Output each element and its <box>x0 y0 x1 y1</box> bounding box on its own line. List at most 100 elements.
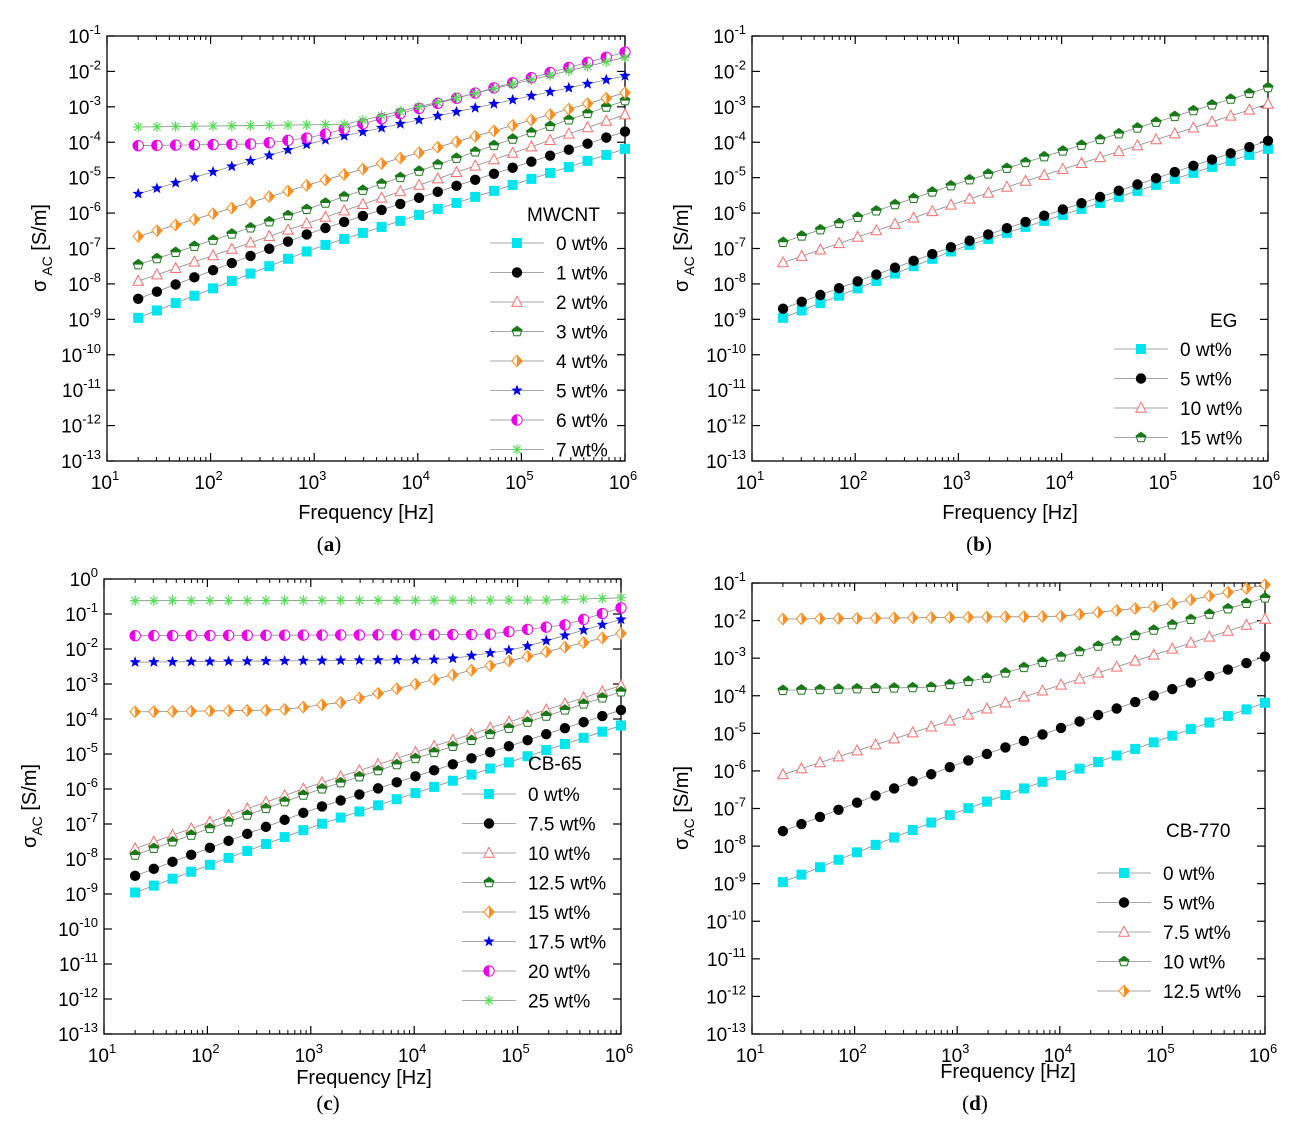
data-point <box>432 186 443 198</box>
data-point <box>297 654 310 666</box>
y-tick-label: 10-10 <box>706 341 746 367</box>
data-point <box>1167 730 1178 741</box>
panel-c: 101 102 103 104 105 10610-1310-1210-1110-1010… <box>19 565 633 1115</box>
data-point <box>451 92 462 103</box>
data-point <box>413 101 425 112</box>
data-point <box>1240 582 1253 595</box>
series-15-wt- <box>129 626 627 719</box>
x-tick-label: 106 <box>609 468 637 494</box>
data-point <box>451 197 462 208</box>
data-point <box>601 132 612 143</box>
y-tick-label: 10-13 <box>706 1020 746 1046</box>
data-point <box>300 178 313 192</box>
data-point <box>241 704 254 717</box>
data-point <box>525 126 537 138</box>
data-point <box>148 880 159 891</box>
y-tick-label: 10-6 <box>713 199 746 225</box>
series-7-wt- <box>132 52 631 133</box>
data-point <box>150 267 163 280</box>
legend-marker <box>1135 373 1147 384</box>
data-point <box>578 593 589 605</box>
y-tick-label: 10-7 <box>713 235 746 261</box>
data-point <box>925 681 937 692</box>
plot-frame <box>106 35 626 462</box>
data-point <box>245 120 256 131</box>
legend-marker <box>483 965 495 977</box>
data-point <box>507 79 518 90</box>
data-point <box>185 655 197 667</box>
data-point <box>619 126 631 137</box>
data-point <box>484 594 496 606</box>
data-point <box>151 224 163 238</box>
data-point <box>447 652 459 664</box>
data-point <box>167 873 178 884</box>
legend-label: 10 wt% <box>1163 953 1225 974</box>
series-25-wt- <box>129 592 627 606</box>
data-point <box>619 52 631 63</box>
data-point <box>1113 185 1124 196</box>
legend-label: 1 wt% <box>556 264 608 285</box>
data-point <box>466 594 477 606</box>
data-point <box>334 696 347 709</box>
data-point <box>851 230 864 242</box>
legend-label: 7 wt% <box>556 441 608 462</box>
y-tick-label: 10-11 <box>707 376 746 402</box>
data-point <box>521 640 534 652</box>
y-tick-label: 10-13 <box>61 447 101 473</box>
data-point <box>507 162 518 173</box>
data-point <box>926 204 939 217</box>
data-point <box>982 168 994 179</box>
data-point <box>1148 737 1159 748</box>
data-point <box>814 811 826 823</box>
data-point <box>870 205 882 216</box>
data-point <box>507 179 518 190</box>
data-point <box>356 162 369 176</box>
series-6-wt- <box>132 46 631 152</box>
data-point <box>1113 127 1125 139</box>
x-tick-label: 104 <box>1044 1041 1072 1067</box>
x-tick-label: 106 <box>1249 1041 1277 1067</box>
data-point <box>833 854 844 865</box>
x-tick-label: 104 <box>402 468 430 494</box>
data-point <box>851 682 863 694</box>
data-point <box>889 198 901 210</box>
data-point <box>1225 148 1236 159</box>
data-point <box>185 629 197 642</box>
panel-caption: (b) <box>966 532 992 556</box>
series-2-wt- <box>132 107 632 286</box>
legend-label: 17.5 wt% <box>528 933 606 954</box>
data-point <box>1019 174 1032 186</box>
data-point <box>1094 150 1107 163</box>
data-point <box>1240 618 1253 630</box>
data-point <box>356 197 369 210</box>
data-point <box>1204 717 1215 728</box>
data-point <box>525 89 538 101</box>
data-point <box>222 655 235 667</box>
data-point <box>263 190 276 204</box>
legend-label: 5 wt% <box>1180 370 1232 391</box>
data-point <box>777 684 789 695</box>
data-point <box>335 776 347 788</box>
x-tick-label: 103 <box>295 1041 323 1067</box>
data-point <box>432 203 443 214</box>
data-point <box>432 158 444 170</box>
data-point <box>1244 141 1255 153</box>
legend-marker <box>483 876 495 888</box>
data-point <box>907 211 920 223</box>
data-point <box>795 612 808 626</box>
data-point <box>301 246 312 257</box>
data-point <box>581 77 594 89</box>
data-point <box>170 121 181 132</box>
data-point <box>189 290 200 301</box>
data-point <box>926 769 937 780</box>
data-point <box>225 242 238 254</box>
data-point <box>889 832 900 843</box>
legend: CB-770 0 wt% 5 wt% 7.5 wt% 10 wt% 12.5 wt% <box>1097 821 1241 1003</box>
data-point <box>428 628 440 641</box>
y-tick-label: 10-3 <box>713 93 746 119</box>
legend-marker <box>511 325 523 337</box>
data-point <box>428 765 440 776</box>
series-17-5-wt- <box>129 613 627 668</box>
data-point <box>428 673 441 686</box>
